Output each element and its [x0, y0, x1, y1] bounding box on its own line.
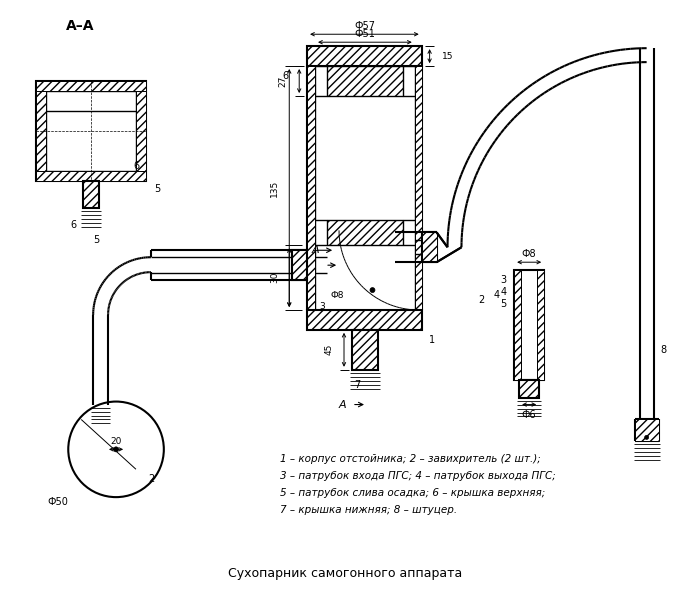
Bar — [537, 270, 544, 379]
Bar — [514, 270, 544, 379]
Text: A: A — [338, 400, 346, 409]
Text: 30: 30 — [270, 272, 279, 283]
Text: 2: 2 — [478, 295, 484, 305]
Text: 7 – крышка нижняя; 8 – штуцер.: 7 – крышка нижняя; 8 – штуцер. — [280, 505, 457, 515]
Text: 5: 5 — [500, 299, 506, 309]
Bar — [136, 91, 146, 171]
Text: 15: 15 — [442, 51, 453, 61]
Text: 1: 1 — [428, 335, 435, 345]
Bar — [37, 81, 146, 181]
Bar — [293, 250, 307, 280]
Text: Сухопарник самогонного аппарата: Сухопарник самогонного аппарата — [228, 567, 462, 580]
Bar — [37, 91, 46, 171]
Bar — [307, 46, 422, 66]
Bar — [415, 66, 422, 310]
Text: Ф51: Ф51 — [355, 29, 375, 39]
Text: Ф8: Ф8 — [522, 249, 536, 259]
Text: 5 – патрубок слива осадка; 6 – крышка верхняя;: 5 – патрубок слива осадка; 6 – крышка ве… — [280, 488, 546, 498]
Text: Ф6: Ф6 — [522, 409, 536, 419]
Text: 2: 2 — [148, 474, 154, 484]
Bar — [46, 91, 136, 171]
Text: А–А: А–А — [66, 19, 95, 33]
Bar — [327, 66, 403, 96]
Bar — [635, 419, 658, 441]
Text: 135: 135 — [270, 179, 279, 196]
Text: 3: 3 — [319, 302, 325, 312]
Bar — [307, 310, 422, 330]
Text: 6: 6 — [282, 71, 288, 81]
Bar — [327, 220, 403, 245]
Bar — [293, 250, 307, 280]
Text: Ф57: Ф57 — [354, 21, 375, 31]
Text: 20: 20 — [110, 437, 121, 446]
Bar — [37, 81, 146, 91]
Bar — [514, 270, 521, 379]
Text: A: A — [311, 245, 319, 255]
Bar — [37, 171, 146, 181]
Circle shape — [644, 435, 649, 439]
Bar — [519, 379, 539, 398]
Text: 6: 6 — [133, 160, 139, 171]
Circle shape — [114, 447, 119, 452]
Text: 7: 7 — [354, 379, 360, 390]
Text: 3 – патрубок входа ПГС; 4 – патрубок выхода ПГС;: 3 – патрубок входа ПГС; 4 – патрубок вых… — [280, 471, 556, 481]
Bar — [307, 66, 315, 310]
Text: 5: 5 — [93, 235, 99, 245]
Text: 45: 45 — [325, 344, 334, 356]
Bar — [352, 330, 378, 370]
Bar — [307, 66, 315, 310]
Text: Ф8: Ф8 — [331, 291, 344, 299]
Bar — [307, 46, 422, 66]
Text: 1 – корпус отстойника; 2 – завихритель (2 шт.);: 1 – корпус отстойника; 2 – завихритель (… — [280, 454, 541, 465]
Bar — [519, 379, 539, 398]
Text: 3: 3 — [500, 275, 506, 285]
Text: 27: 27 — [278, 75, 287, 87]
Bar — [83, 181, 99, 209]
Circle shape — [370, 288, 375, 293]
Text: Ф50: Ф50 — [48, 497, 69, 507]
Text: 8: 8 — [660, 345, 667, 355]
Bar — [352, 330, 378, 370]
Text: 5: 5 — [154, 184, 160, 193]
Text: 6: 6 — [70, 220, 77, 230]
Bar — [422, 233, 437, 262]
Bar — [415, 66, 422, 310]
Bar — [327, 66, 403, 96]
Text: 4: 4 — [493, 290, 500, 300]
Bar — [307, 310, 422, 330]
Text: 4: 4 — [500, 287, 506, 297]
Bar — [83, 181, 99, 209]
Bar — [327, 220, 403, 245]
